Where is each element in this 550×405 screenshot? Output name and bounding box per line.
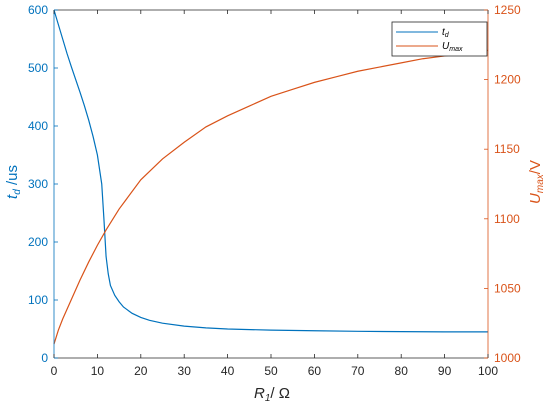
x-axis-title: R1/ Ω (254, 385, 290, 404)
x-tick-label: 10 (91, 364, 105, 378)
x-tick-label: 60 (308, 364, 322, 378)
y-left-tick-label: 100 (28, 293, 48, 307)
y-right-tick-label: 1250 (494, 3, 521, 17)
y-right-tick-label: 1100 (494, 212, 520, 226)
y-left-tick-label: 300 (28, 177, 48, 191)
y-left-tick-label: 600 (28, 3, 48, 17)
x-tick-label: 70 (351, 364, 365, 378)
y-right-tick-label: 1200 (494, 73, 521, 87)
legend-box (392, 22, 487, 56)
y-left-tick-label: 500 (28, 61, 48, 75)
plot-area (54, 10, 488, 344)
legend: td Umax (392, 22, 487, 56)
y-axis-left-title: td /us (4, 165, 23, 199)
x-tick-label: 100 (478, 364, 498, 378)
x-tick-label: 30 (178, 364, 192, 378)
y-left-tick-label: 200 (28, 235, 48, 249)
x-tick-label: 80 (395, 364, 409, 378)
y-right-tick-label: 1000 (494, 351, 521, 365)
x-tick-label: 90 (438, 364, 452, 378)
y-right-tick-label: 1150 (494, 142, 520, 156)
series-line-umax (54, 50, 488, 344)
y-right-tick-label: 1050 (494, 281, 521, 295)
x-tick-label: 40 (221, 364, 235, 378)
x-tick-label: 50 (264, 364, 278, 378)
y-left-tick-label: 400 (28, 119, 48, 133)
y-left-tick-label: 0 (41, 351, 48, 365)
x-tick-label: 0 (51, 364, 58, 378)
x-tick-label: 20 (134, 364, 148, 378)
y-axis-right-title: Umax/V (527, 160, 546, 204)
